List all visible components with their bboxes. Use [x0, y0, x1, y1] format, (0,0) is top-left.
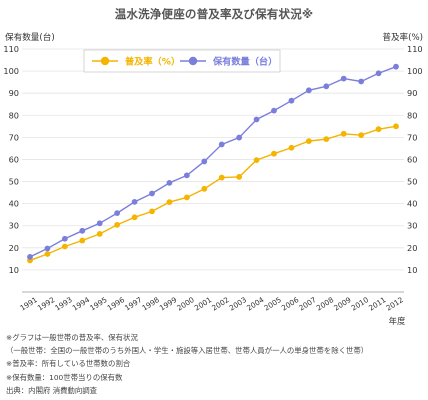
y-tick-label-right: 100	[407, 66, 423, 76]
data-point	[236, 134, 243, 141]
y-tick-label-left: 100	[3, 66, 19, 76]
data-point	[166, 179, 173, 186]
data-point	[79, 227, 86, 234]
y-tick-label-right: 60	[407, 154, 417, 164]
series-lines	[27, 63, 399, 264]
data-point	[375, 126, 382, 133]
data-point	[236, 174, 243, 180]
footnote-4: ※保有数量：100世帯当りの保有数	[6, 372, 123, 382]
y-tick-label-left: 60	[9, 154, 19, 164]
y-tick-label-right: 80	[407, 110, 417, 120]
footnotes: ※グラフは一般世帯の普及率、保有状況 （一般世帯：全国の一般世帯のうち外国人・学…	[6, 331, 426, 397]
footnote-3: ※普及率：所有している世帯数の割合	[6, 359, 131, 369]
data-point	[358, 78, 365, 85]
data-point	[340, 75, 347, 82]
x-tick-label: 2012	[384, 295, 405, 312]
data-point	[271, 107, 277, 114]
y-ticks-right: 10 20 30 40 50 60 70 80 90 100 110	[407, 44, 423, 275]
data-point	[149, 208, 155, 215]
y-tick-label-left: 10	[9, 265, 19, 275]
x-axis-label: 年度	[389, 316, 406, 326]
footnote-2: （一般世帯：全国の一般世帯のうち外国人・学生・施設等入居世帯、世帯人員が一人の単…	[6, 346, 369, 356]
chart-title: 温水洗浄便座の普及率及び保有状況※	[114, 7, 314, 21]
y-tick-label-left: 20	[9, 243, 19, 253]
y-tick-label-right: 50	[407, 177, 417, 187]
legend-swatch-marker	[100, 56, 110, 66]
y-tick-label-left: 40	[9, 199, 19, 209]
y-ticks-left: 10 20 30 40 50 60 70 80 90 100 110	[3, 44, 19, 275]
footnote-5: 出典：内閣府 消費動向調査	[6, 385, 98, 395]
data-point	[131, 214, 138, 221]
data-point	[253, 157, 260, 164]
data-point	[27, 253, 33, 260]
series-line	[29, 125, 397, 262]
data-point	[375, 70, 382, 77]
gridlines	[22, 48, 404, 271]
data-point	[253, 116, 260, 123]
data-point	[131, 198, 138, 205]
legend-label: 普及率（%）	[125, 55, 180, 67]
data-point	[61, 235, 68, 242]
y-tick-label-right: 40	[407, 199, 417, 209]
data-point	[166, 199, 173, 205]
y-tick-label-left: 50	[9, 177, 19, 187]
data-point	[340, 130, 347, 137]
y-tick-label-left: 80	[9, 110, 19, 120]
data-point	[323, 136, 330, 143]
y-axis-right-label: 普及率(%)	[382, 31, 423, 43]
y-tick-label-right: 70	[407, 132, 417, 142]
footnote-1: ※グラフは一般世帯の普及率、保有状況	[6, 333, 138, 342]
y-tick-label-right: 20	[407, 243, 417, 253]
data-point	[96, 220, 103, 227]
legend-label: 保有数量（台）	[212, 55, 277, 67]
data-point	[393, 123, 399, 130]
legend: 普及率（%） 保有数量（台）	[83, 49, 281, 73]
y-tick-label-left: 90	[9, 88, 19, 98]
data-point	[183, 172, 190, 179]
data-point	[323, 83, 330, 90]
data-point	[149, 190, 155, 197]
data-point	[201, 158, 208, 165]
data-point	[218, 174, 225, 181]
data-point	[61, 243, 68, 250]
data-point	[201, 185, 208, 192]
y-axis-left-label: 保有数量(台)	[5, 31, 55, 43]
y-tick-label-left: 30	[9, 221, 19, 231]
data-point	[288, 144, 295, 151]
data-point	[358, 132, 365, 139]
y-tick-label-right: 30	[407, 221, 417, 231]
line-chart: 保有数量(台) 普及率(%) 102030405060708090100110 …	[3, 31, 423, 326]
data-point	[79, 237, 86, 244]
data-point	[393, 63, 399, 70]
data-point	[44, 251, 51, 257]
y-tick-label-right: 90	[407, 88, 417, 98]
data-point	[305, 87, 312, 94]
series-line	[29, 66, 397, 258]
data-point	[183, 194, 190, 201]
data-point	[218, 141, 225, 148]
data-point	[44, 245, 51, 252]
y-tick-label-right: 10	[407, 265, 417, 275]
data-point	[288, 97, 295, 104]
y-tick-label-left: 110	[3, 44, 19, 54]
y-tick-label-left: 70	[9, 132, 19, 142]
y-tick-label-right: 110	[407, 44, 423, 54]
data-point	[305, 138, 312, 145]
legend-swatch-marker	[188, 56, 198, 66]
data-point	[271, 150, 277, 157]
x-ticks: 1991199219931994199519961997199819992000…	[18, 295, 405, 313]
data-point	[96, 231, 103, 237]
data-point	[114, 221, 121, 228]
data-point	[114, 210, 121, 217]
